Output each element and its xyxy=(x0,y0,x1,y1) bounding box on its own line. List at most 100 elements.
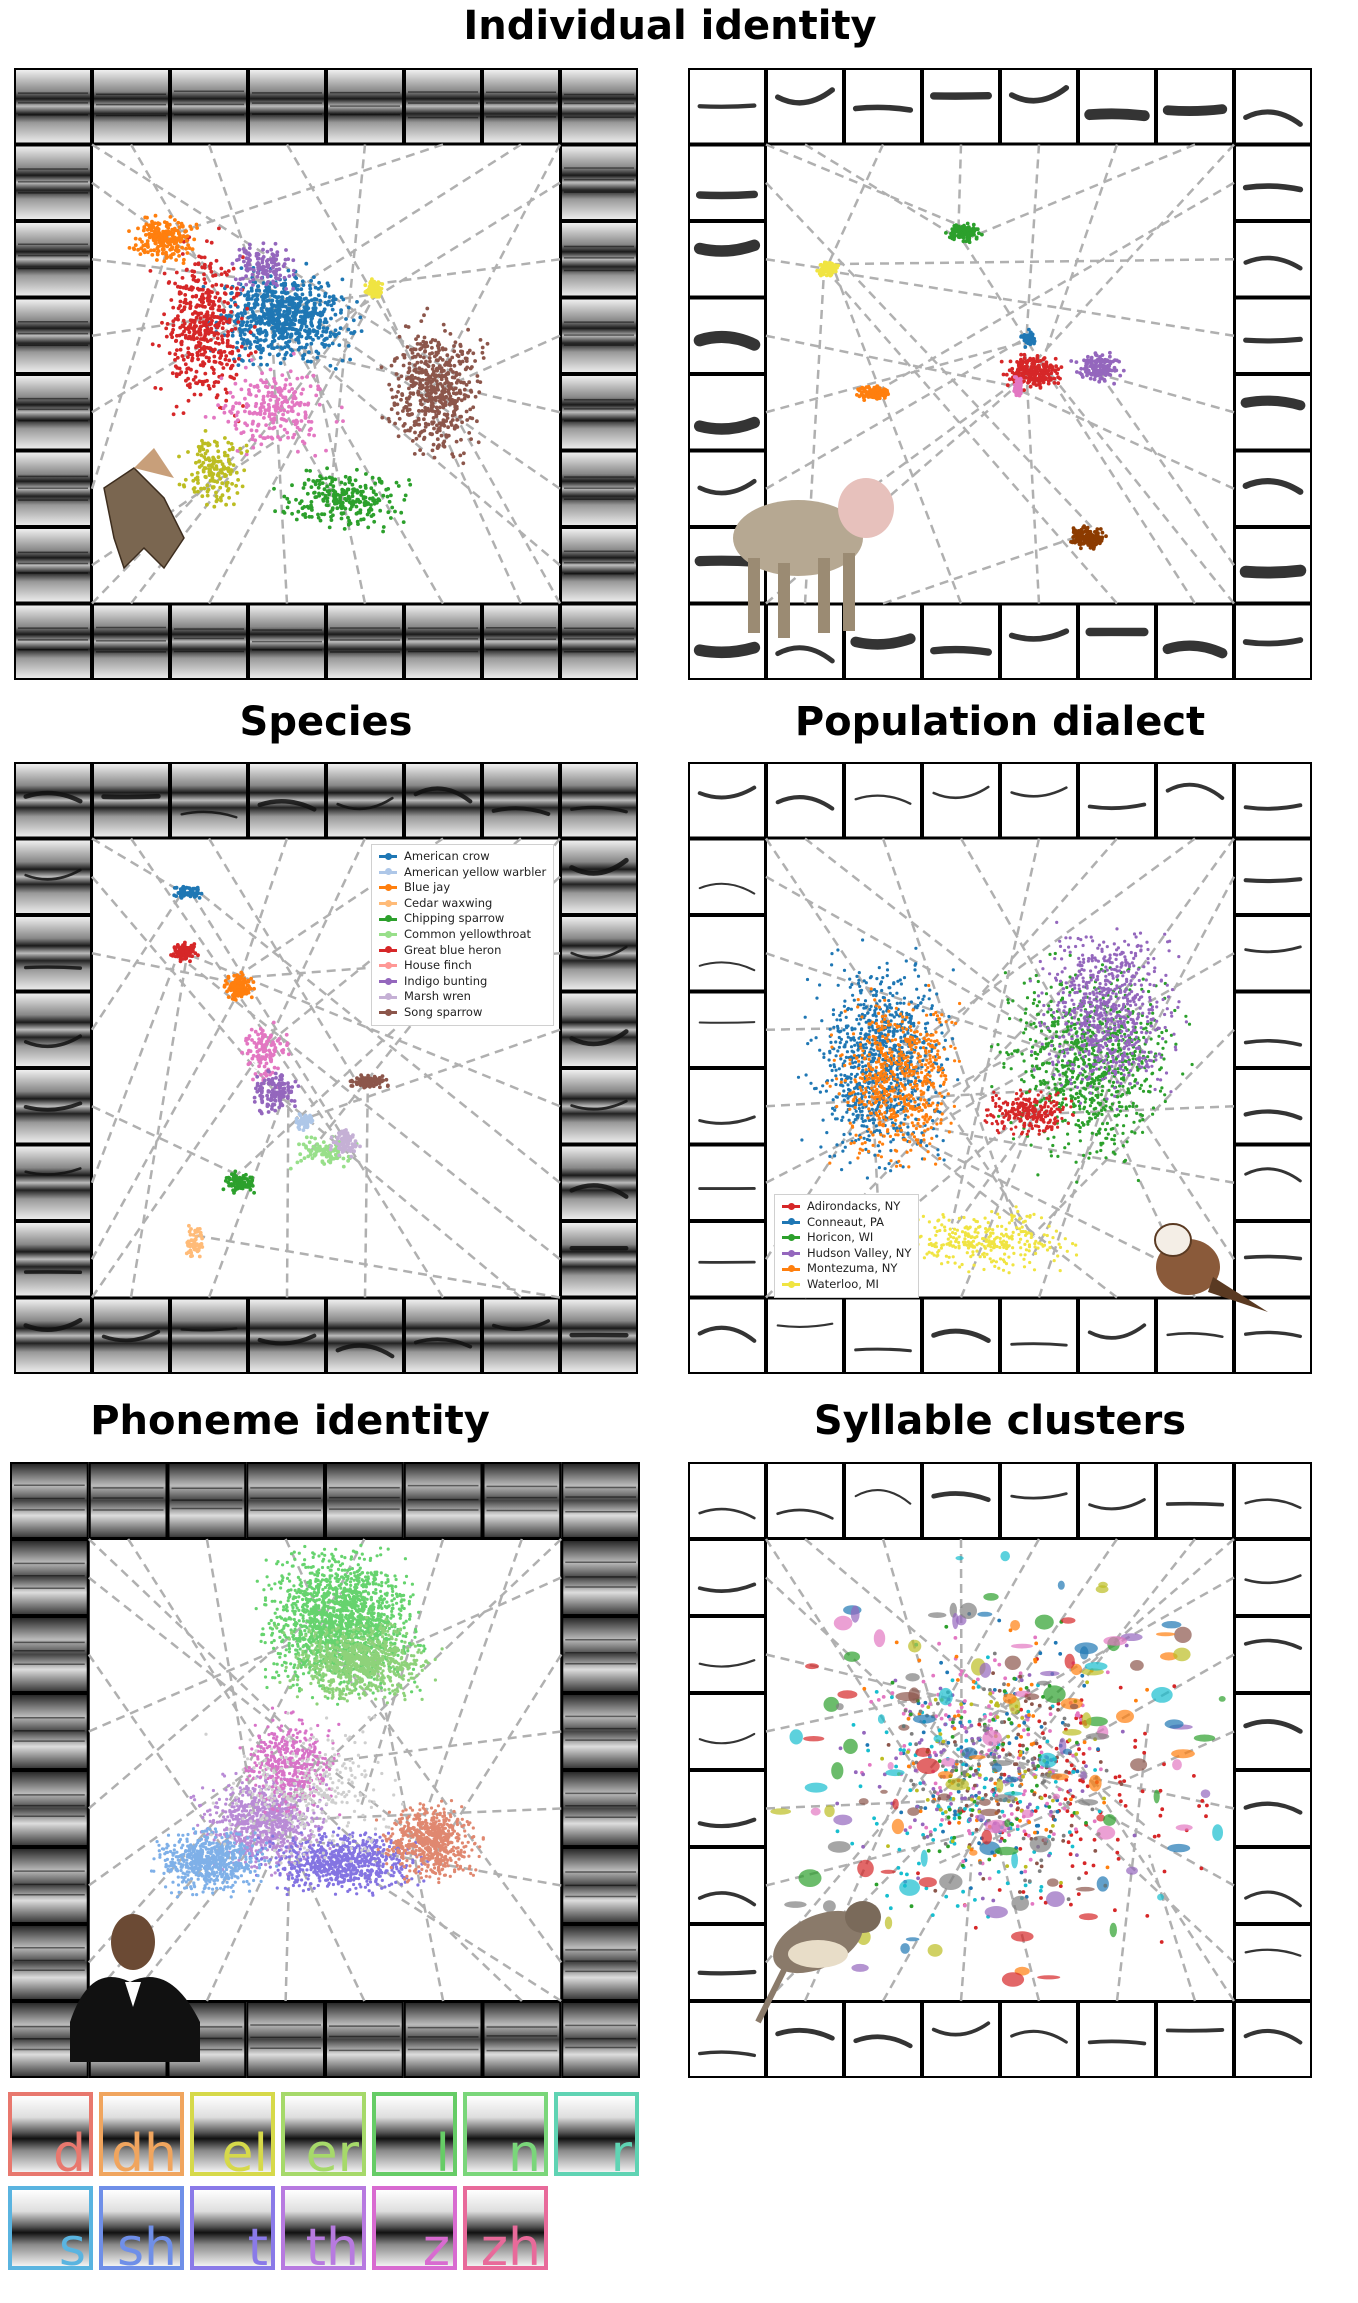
syllable-cluster-blob xyxy=(980,1808,1000,1817)
spectrogram-thumbnail xyxy=(482,603,560,680)
spectrogram-thumbnail xyxy=(766,68,844,145)
syllable-cluster-blob xyxy=(1088,1774,1102,1792)
spectrogram-thumbnail xyxy=(88,1462,168,1539)
spectrogram-thumbnail xyxy=(248,68,326,145)
spectrogram-trace xyxy=(336,796,394,811)
sparrow-silhouette xyxy=(1154,1223,1268,1312)
syllable-cluster-blob xyxy=(1218,1696,1226,1702)
syllable-cluster-blob xyxy=(1160,1652,1178,1661)
spectrogram-trace xyxy=(1244,1167,1302,1183)
syllable-cluster-blob xyxy=(1062,1748,1073,1755)
legend-entry: Adirondacks, NY xyxy=(782,1199,911,1215)
spectrogram-thumbnail xyxy=(170,762,248,839)
syllable-cluster-blob xyxy=(1011,1851,1018,1869)
connector-line xyxy=(1023,341,1041,604)
phoneme-label: z xyxy=(422,2218,450,2278)
spectrogram-thumbnail xyxy=(560,1144,638,1221)
connector-line xyxy=(342,1662,563,1964)
spectrogram-thumbnail xyxy=(1234,68,1312,145)
connector-line xyxy=(1101,373,1235,414)
cluster-8ed27a xyxy=(274,1616,444,1706)
cluster-bcbd22 xyxy=(880,1680,1106,1885)
syllable-cluster-blob xyxy=(892,1798,899,1810)
spectrogram-thumbnail xyxy=(326,603,404,680)
spectrogram-trace xyxy=(1243,803,1303,811)
connector-line xyxy=(360,1538,445,1806)
legend-entry: Indigo bunting xyxy=(379,974,546,990)
connector-line xyxy=(765,334,1032,490)
spectrogram-trace xyxy=(1244,1330,1302,1339)
cluster-1f77b4 xyxy=(172,884,204,900)
syllable-cluster-blob xyxy=(833,1814,853,1826)
connector-line xyxy=(934,952,1235,1126)
spectrogram-trace xyxy=(697,103,757,109)
syllable-cluster-blob xyxy=(937,1771,954,1779)
embedding-scatter xyxy=(149,1543,485,1899)
spectrogram-trace xyxy=(1244,1498,1302,1509)
phoneme-label: th xyxy=(305,2218,359,2278)
connector-line xyxy=(279,1095,522,1299)
syllable-cluster-blob xyxy=(880,1789,888,1794)
spectrogram-thumbnail xyxy=(1234,915,1312,992)
spectrogram-thumbnail xyxy=(1234,297,1312,374)
spectrogram-trace xyxy=(853,2034,913,2049)
spectrogram-trace xyxy=(413,786,473,804)
syllable-cluster-blob xyxy=(823,1900,836,1913)
syllable-cluster-blob xyxy=(1038,1752,1058,1768)
species-panel: American crow American yellow warbler Blue… xyxy=(14,762,638,1374)
syllable-cluster-blob xyxy=(1004,1819,1011,1828)
spectrogram-thumbnails xyxy=(688,68,1312,680)
syllable-cluster-blob xyxy=(884,1916,893,1930)
connector-line xyxy=(127,1822,272,2002)
embedding-scatter xyxy=(796,920,1194,1275)
spectrogram-thumbnails xyxy=(14,762,638,1374)
connector-line xyxy=(303,318,367,604)
connector-line xyxy=(189,890,445,1299)
syllable-cluster-blob xyxy=(1096,1814,1106,1822)
spectrogram-thumbnails xyxy=(688,1462,1312,2078)
spectrogram-thumbnails xyxy=(688,762,1312,1374)
phoneme-tile-d: d xyxy=(8,2092,93,2180)
syllable-cluster-blob xyxy=(991,1763,1003,1773)
spectrogram-trace xyxy=(1087,2039,1147,2046)
syllable-cluster-blob xyxy=(1004,1776,1019,1783)
cluster-8c3b00 xyxy=(1069,524,1108,551)
spectrogram-thumbnail xyxy=(1234,1144,1312,1221)
phoneme-legend: d dh el er l n r s sh t th z zh xyxy=(8,2092,1348,2303)
spectrogram-thumbnail xyxy=(404,762,482,839)
spectrogram-trace xyxy=(698,1021,756,1024)
connector-line xyxy=(369,258,561,286)
embedding-scatter xyxy=(815,221,1126,551)
spectrogram-trace xyxy=(854,1347,912,1353)
legend-marker-icon xyxy=(782,1265,800,1273)
spectrogram-thumbnail xyxy=(14,221,92,298)
spectrogram-trace xyxy=(1244,1574,1302,1585)
cluster-ff7f0e xyxy=(855,384,890,402)
spectrogram-thumbnail xyxy=(1078,762,1156,839)
spectrogram-trace xyxy=(931,1491,991,1503)
spectrogram-thumbnail xyxy=(922,603,1000,680)
spectrogram-trace xyxy=(775,795,835,811)
spectrogram-trace xyxy=(24,1167,82,1176)
connector-line xyxy=(231,837,444,981)
syllable-cluster-blob xyxy=(981,1829,992,1845)
spectrogram-trace xyxy=(413,1337,473,1349)
spectrogram-thumbnail xyxy=(1000,603,1078,680)
connector-line xyxy=(1000,1105,1235,1117)
connector-line xyxy=(328,144,367,508)
connector-line xyxy=(180,956,561,1261)
syllable-cluster-blob xyxy=(933,1735,943,1743)
syllable-cluster-blob xyxy=(898,1724,910,1731)
spectrogram-trace xyxy=(23,1101,83,1112)
syllable-cluster-blob xyxy=(1057,1580,1065,1590)
connector-line xyxy=(90,893,183,1031)
connector-line xyxy=(289,1778,523,2002)
embedding-scatter xyxy=(169,884,390,1259)
syllable-cluster-blob xyxy=(805,1663,819,1670)
spectrogram-thumbnail xyxy=(688,915,766,992)
phoneme-tile-zh: zh xyxy=(463,2186,548,2274)
spectrogram-thumbnail xyxy=(560,374,638,451)
syllable-cluster-blob xyxy=(908,1639,922,1653)
legend-entry: Great blue heron xyxy=(379,943,546,959)
syllable-cluster-blob xyxy=(1212,1824,1223,1841)
